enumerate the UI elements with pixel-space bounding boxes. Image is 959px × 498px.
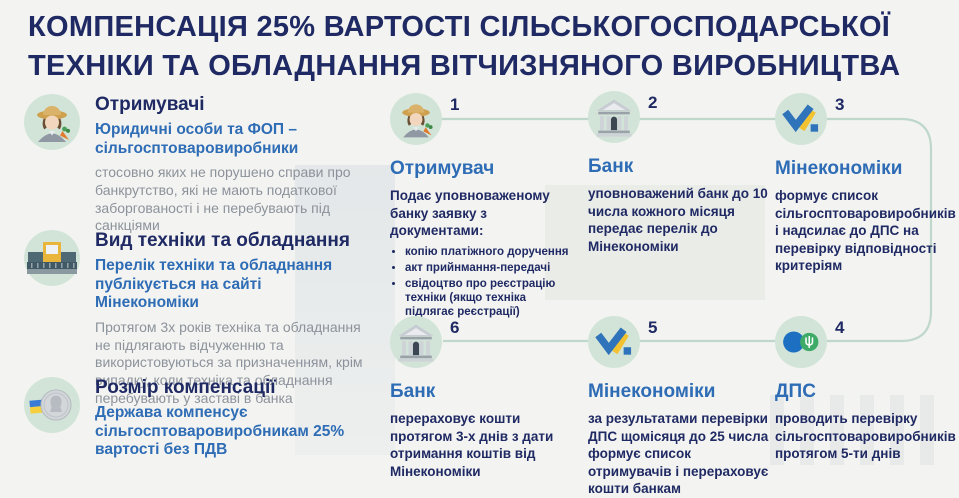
step-number: 1	[450, 95, 460, 114]
step-title: ДПС	[775, 381, 816, 402]
flow-step-2-bank: 2 Банк уповноважений банк до 10 числа ко…	[588, 91, 770, 255]
section-body: стосовно яких не порушено справи про бан…	[95, 164, 351, 234]
section-recipients: Отримувачі Юридичні особи та ФОП – сільг…	[24, 94, 369, 235]
infographic-canvas: КОМПЕНСАЦІЯ 25% ВАРТОСТІ СІЛЬСЬКОГОСПОДА…	[0, 0, 959, 473]
section-heading: Вид техніки та обладнання	[95, 230, 350, 251]
step-body: уповноважений банк до 10 числа кожного м…	[588, 186, 768, 254]
flow-connector-line	[437, 117, 933, 343]
flow-step-5-minecon: 5 Мінекономіки за результатами перевірки…	[588, 316, 770, 498]
section-equipment: Вид техніки та обладнання Перелік технік…	[24, 230, 369, 408]
step-title: Мінекономіки	[588, 381, 716, 402]
step-body: проводить перевірку сільгосптоваровиробн…	[775, 411, 956, 462]
section-body: Протягом 3х років техніка та обладнання …	[95, 318, 363, 406]
section-subheading: Держава компенсує сільгосптоваровиробник…	[95, 404, 345, 459]
document-item: акт прийнмання-передачі	[405, 261, 572, 275]
step-number: 2	[648, 93, 658, 112]
page-title: КОМПЕНСАЦІЯ 25% ВАРТОСТІ СІЛЬСЬКОГОСПОДА…	[28, 8, 948, 86]
document-item: свідоцтво про реєстрацію техніки (якщо т…	[405, 277, 572, 319]
step-number: 4	[835, 318, 845, 337]
flow-step-6-bank: 6 Банк перераховує кошти протягом 3-х дн…	[390, 316, 572, 480]
dps-logo-icon	[775, 316, 827, 368]
page-title-line2: ТЕХНІКИ ТА ОБЛАДНАННЯ ВІТЧИЗНЯНОГО ВИРОБ…	[28, 50, 901, 82]
section-subheading: Юридичні особи та ФОП – сільгосптоварови…	[95, 121, 299, 157]
step-number: 5	[648, 318, 658, 337]
step-title: Отримувач	[390, 158, 495, 179]
step-title: Мінекономіки	[775, 158, 903, 179]
step-title: Банк	[588, 156, 634, 177]
minecon-logo-icon	[588, 316, 640, 368]
step-number: 3	[835, 95, 845, 114]
page-title-line1: КОМПЕНСАЦІЯ 25% ВАРТОСТІ СІЛЬСЬКОГОСПОДА…	[28, 11, 891, 43]
step-number: 6	[450, 318, 460, 337]
minecon-logo-icon	[775, 93, 827, 145]
harvester-icon	[24, 230, 80, 286]
farmer-icon	[390, 93, 442, 145]
step-body: Подає уповноваженому банку заявку з доку…	[390, 188, 550, 239]
flow-step-1-recipient: 1 Отримувач Подає уповноваженому банку з…	[390, 93, 572, 321]
farmer-icon	[24, 94, 80, 150]
step-body: перераховує кошти протягом 3-х днів з да…	[390, 411, 554, 479]
bank-icon	[588, 91, 640, 143]
section-subheading: Перелік техніки та обладнання публікуєть…	[95, 257, 333, 312]
section-heading: Отримувачі	[95, 94, 205, 115]
coin-flag-icon	[24, 377, 80, 433]
flow-step-3-minecon: 3 Мінекономіки формує список сільгосптов…	[775, 93, 957, 275]
step-body: формує список сільгосптоваровиробників і…	[775, 188, 956, 274]
step-title: Банк	[390, 381, 436, 402]
step-document-list: копію платіжного доручення акт прийнманн…	[390, 245, 572, 319]
section-heading: Розмір компенсації	[95, 377, 276, 398]
section-compensation: Розмір компенсації Держава компенсує сіл…	[24, 377, 369, 466]
flow-step-4-dps: 4 ДПС проводить перевірку сільгосптоваро…	[775, 316, 957, 463]
bank-icon	[390, 316, 442, 368]
document-item: копію платіжного доручення	[405, 245, 572, 259]
step-body: за результатами перевірки ДПС щомісяця д…	[588, 411, 769, 497]
